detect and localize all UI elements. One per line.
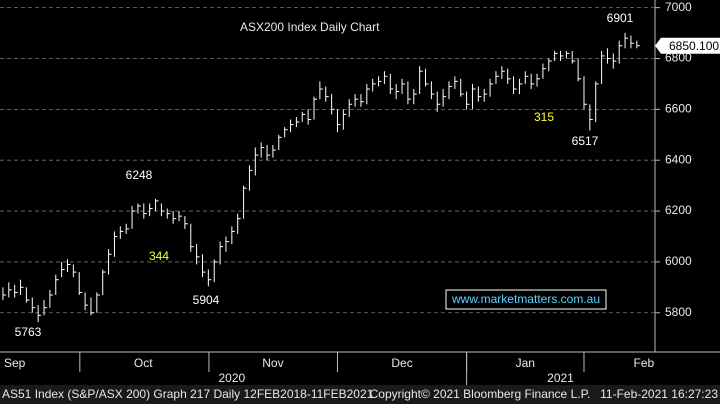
x-tick-label: Oct xyxy=(134,356,153,370)
x-tick-label: Jan xyxy=(516,356,535,370)
footer-text: 11-Feb-2021 16:27:23 xyxy=(600,387,718,401)
y-tick-label: 6800 xyxy=(665,51,692,65)
annotation: 344 xyxy=(149,249,169,263)
year-label: 2020 xyxy=(218,371,245,385)
watermark: www.marketmatters.com.au xyxy=(451,292,600,306)
annotation: 5763 xyxy=(15,325,42,339)
annotation: 6901 xyxy=(607,11,634,25)
footer-bar xyxy=(0,385,720,404)
y-tick-label: 6200 xyxy=(665,203,692,217)
watermark-box xyxy=(445,289,607,310)
annotation: 6248 xyxy=(126,168,153,182)
x-tick-label: Sep xyxy=(4,356,26,370)
price-tag: 6850.100 xyxy=(669,39,719,53)
chart-title: ASX200 Index Daily Chart xyxy=(240,20,380,34)
y-tick-label: 7000 xyxy=(665,0,692,14)
y-tick-label: 6000 xyxy=(665,254,692,268)
footer-text: Copyright© 2021 Bloomberg Finance L.P. xyxy=(370,387,591,401)
annotation: 5904 xyxy=(193,293,220,307)
price-tag-bg xyxy=(655,37,720,54)
x-tick-label: Nov xyxy=(262,356,283,370)
footer-text: AS51 Index (S&P/ASX 200) Graph 217 Daily… xyxy=(2,387,374,401)
annotation: 315 xyxy=(534,110,554,124)
annotation: 6517 xyxy=(572,134,599,148)
x-tick-label: Dec xyxy=(391,356,412,370)
x-tick-label: Feb xyxy=(634,356,655,370)
y-tick-label: 6400 xyxy=(665,152,692,166)
y-tick-label: 6600 xyxy=(665,102,692,116)
y-tick-label: 5800 xyxy=(665,305,692,319)
year-label: 2021 xyxy=(547,371,574,385)
